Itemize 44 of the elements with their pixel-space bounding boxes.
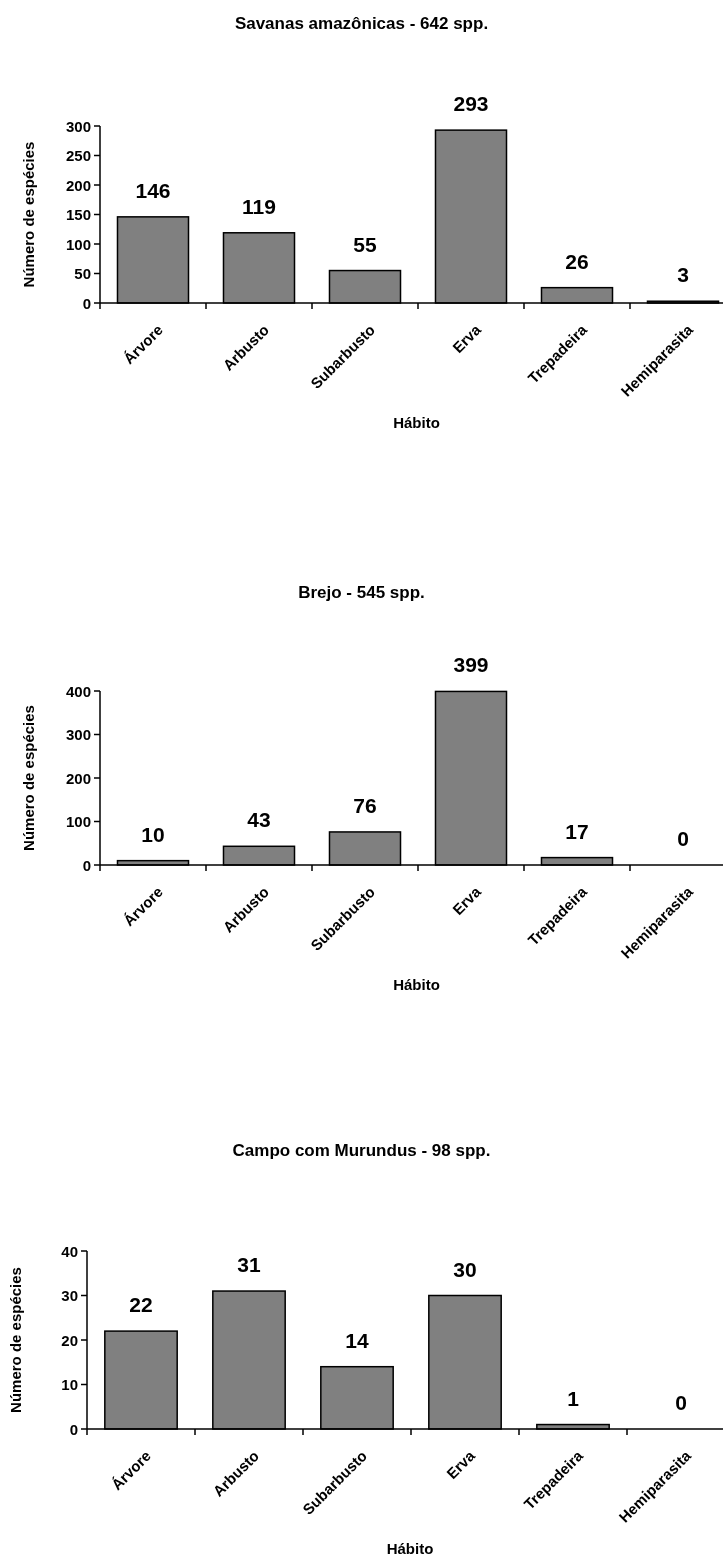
data-label: 0 bbox=[677, 827, 689, 850]
data-label: 43 bbox=[247, 808, 271, 832]
chart-title: Savanas amazônicas - 642 spp. bbox=[234, 14, 489, 33]
data-label: 146 bbox=[135, 178, 171, 202]
data-label: 76 bbox=[353, 793, 377, 817]
data-label: 399 bbox=[453, 653, 489, 677]
data-label: 31 bbox=[237, 1253, 261, 1277]
data-label: 119 bbox=[242, 194, 276, 218]
y-tick-label: 0 bbox=[82, 856, 91, 874]
data-label: 0 bbox=[675, 1391, 687, 1414]
data-label: 14 bbox=[345, 1328, 369, 1352]
y-tick-label: 0 bbox=[82, 294, 91, 312]
data-label: 26 bbox=[565, 249, 589, 273]
y-tick-label: 200 bbox=[65, 769, 91, 787]
data-label: 3 bbox=[677, 263, 689, 287]
data-label: 22 bbox=[129, 1293, 153, 1317]
y-tick-label: 20 bbox=[61, 1331, 78, 1349]
y-tick-label: 400 bbox=[65, 682, 91, 700]
y-tick-label: 250 bbox=[65, 147, 91, 164]
x-axis-title: Hábito bbox=[393, 414, 440, 431]
chart-title: Brejo - 545 spp. bbox=[298, 583, 425, 602]
y-axis-title: Número de espécies bbox=[19, 705, 37, 851]
data-label: 55 bbox=[353, 232, 377, 256]
y-tick-label: 200 bbox=[65, 176, 91, 194]
y-tick-label: 100 bbox=[65, 813, 91, 830]
x-axis-title: Hábito bbox=[393, 976, 440, 993]
chart-title: Campo com Murundus - 98 spp. bbox=[232, 1141, 491, 1160]
y-tick-label: 0 bbox=[69, 1420, 78, 1438]
x-axis-title: Hábito bbox=[386, 1540, 434, 1557]
y-tick-label: 100 bbox=[65, 235, 91, 253]
data-label: 1 bbox=[567, 1386, 580, 1410]
data-label: 17 bbox=[565, 819, 589, 843]
y-tick-label: 300 bbox=[65, 726, 91, 743]
y-tick-label: 300 bbox=[65, 117, 91, 135]
y-tick-label: 50 bbox=[74, 265, 91, 282]
data-label: 293 bbox=[453, 92, 489, 116]
data-label: 30 bbox=[453, 1257, 477, 1281]
y-tick-label: 30 bbox=[61, 1287, 78, 1304]
y-tick-label: 40 bbox=[61, 1242, 78, 1260]
y-axis-title: Número de espécies bbox=[6, 1267, 24, 1413]
data-label: 10 bbox=[141, 822, 165, 846]
y-axis-title: Número de espécies bbox=[19, 141, 37, 288]
y-tick-label: 150 bbox=[65, 206, 91, 223]
y-tick-label: 10 bbox=[61, 1376, 78, 1393]
